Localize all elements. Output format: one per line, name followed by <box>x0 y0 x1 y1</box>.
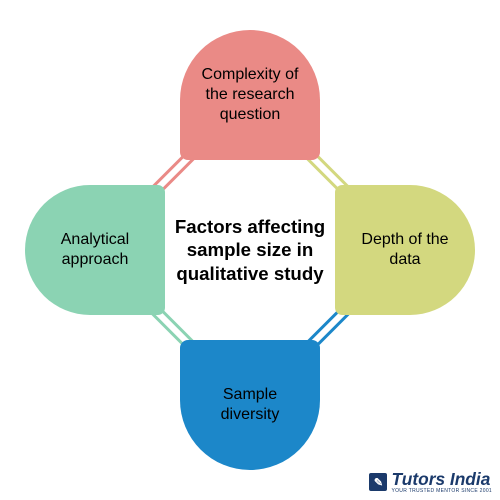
petal-label-bottom: Sample diversity <box>194 385 306 425</box>
petal-left: Analytical approach <box>25 185 165 315</box>
petal-bottom: Sample diversity <box>180 340 320 470</box>
diagram-canvas: Factors affecting sample size in qualita… <box>0 0 500 500</box>
petal-right: Depth of the data <box>335 185 475 315</box>
petal-label-left: Analytical approach <box>39 230 151 270</box>
logo-text: Tutors India <box>391 471 492 488</box>
center-title: Factors affecting sample size in qualita… <box>165 215 335 285</box>
logo-text-wrap: Tutors India YOUR TRUSTED MENTOR SINCE 2… <box>391 471 492 494</box>
logo-tagline: YOUR TRUSTED MENTOR SINCE 2001 <box>391 488 492 494</box>
brand-logo: ✎ Tutors India YOUR TRUSTED MENTOR SINCE… <box>369 471 492 494</box>
logo-mark-icon: ✎ <box>369 473 387 491</box>
petal-label-top: Complexity of the research question <box>194 65 306 125</box>
petal-label-right: Depth of the data <box>349 230 461 270</box>
petal-top: Complexity of the research question <box>180 30 320 160</box>
